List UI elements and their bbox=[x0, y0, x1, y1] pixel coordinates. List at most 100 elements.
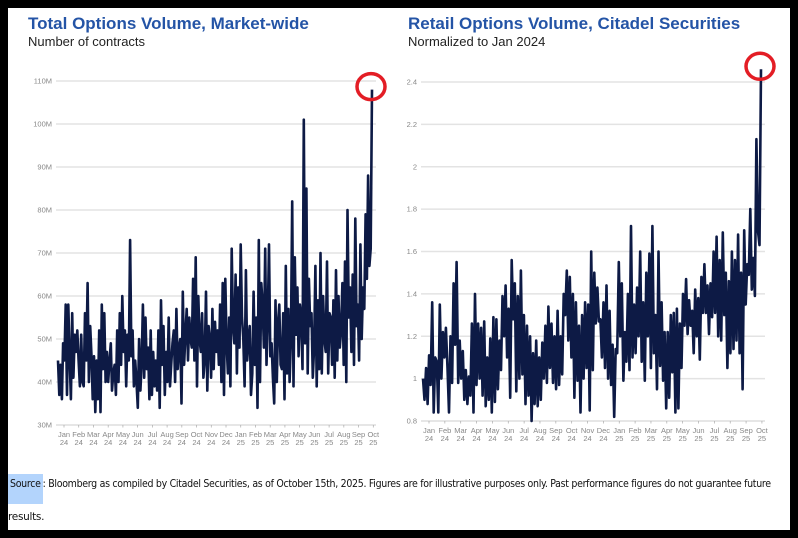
x-tick-year: 24 bbox=[504, 434, 512, 443]
x-tick-year: 25 bbox=[369, 438, 377, 447]
chart-title-right: Retail Options Volume, Citadel Securitie… bbox=[408, 14, 741, 33]
x-tick-month: Jul bbox=[710, 426, 720, 435]
chart-subtitle-right: Normalized to Jan 2024 bbox=[408, 34, 546, 49]
x-tick-year: 24 bbox=[104, 438, 112, 447]
x-tick-year: 24 bbox=[119, 438, 127, 447]
x-tick-year: 24 bbox=[89, 438, 97, 447]
x-tick-year: 25 bbox=[237, 438, 245, 447]
y-tick-label: 30M bbox=[37, 421, 52, 430]
y-tick-label: 60M bbox=[37, 292, 52, 301]
x-tick-year: 24 bbox=[457, 434, 465, 443]
x-tick-year: 24 bbox=[488, 434, 496, 443]
x-tick-month: Sep bbox=[549, 426, 562, 435]
x-tick-year: 25 bbox=[310, 438, 318, 447]
x-tick-month: Apr bbox=[471, 426, 483, 435]
x-tick-month: Apr bbox=[661, 426, 673, 435]
y-tick-label: 1 bbox=[413, 374, 417, 383]
x-tick-month: Sep bbox=[739, 426, 752, 435]
y-tick-label: 90M bbox=[37, 163, 52, 172]
x-tick-month: Jan bbox=[235, 430, 247, 439]
x-tick-year: 24 bbox=[178, 438, 186, 447]
x-tick-month: Dec bbox=[597, 426, 611, 435]
x-tick-month: Feb bbox=[438, 426, 451, 435]
x-tick-month: Oct bbox=[367, 430, 380, 439]
x-tick-year: 24 bbox=[536, 434, 544, 443]
y-tick-label: 1.2 bbox=[407, 332, 417, 341]
source-text: : Bloomberg as compiled by Citadel Secur… bbox=[42, 478, 771, 490]
x-tick-month: Jun bbox=[308, 430, 320, 439]
x-tick-month: May bbox=[485, 426, 499, 435]
content-frame: Total Options Volume, Market-wide Number… bbox=[8, 8, 790, 530]
source-note-cont: results. bbox=[8, 511, 45, 523]
highlight-circle bbox=[744, 51, 776, 82]
y-tick-label: 1.8 bbox=[407, 205, 417, 214]
chart-subtitle-left: Number of contracts bbox=[28, 34, 146, 49]
x-tick-month: May bbox=[676, 426, 690, 435]
x-tick-year: 25 bbox=[694, 434, 702, 443]
x-tick-year: 25 bbox=[295, 438, 303, 447]
x-tick-year: 24 bbox=[163, 438, 171, 447]
y-tick-label: 70M bbox=[37, 249, 52, 258]
x-tick-month: Dec bbox=[219, 430, 233, 439]
x-tick-month: Jan bbox=[423, 426, 435, 435]
x-tick-year: 24 bbox=[599, 434, 607, 443]
y-tick-label: 50M bbox=[37, 335, 52, 344]
x-tick-month: Apr bbox=[102, 430, 114, 439]
x-tick-year: 25 bbox=[281, 438, 289, 447]
x-tick-year: 25 bbox=[726, 434, 734, 443]
x-tick-month: Nov bbox=[205, 430, 219, 439]
x-tick-month: Oct bbox=[756, 426, 769, 435]
x-tick-year: 25 bbox=[266, 438, 274, 447]
x-tick-month: Mar bbox=[644, 426, 657, 435]
chart-title-left: Total Options Volume, Market-wide bbox=[28, 14, 309, 33]
y-tick-label: 2.4 bbox=[407, 78, 417, 87]
x-tick-month: Aug bbox=[337, 430, 350, 439]
x-tick-month: Aug bbox=[160, 430, 173, 439]
x-tick-year: 25 bbox=[340, 438, 348, 447]
x-tick-month: Mar bbox=[454, 426, 467, 435]
x-tick-month: Jun bbox=[502, 426, 514, 435]
x-tick-year: 24 bbox=[207, 438, 215, 447]
y-tick-label: 100M bbox=[33, 120, 52, 129]
x-tick-year: 25 bbox=[615, 434, 623, 443]
x-tick-month: Feb bbox=[249, 430, 262, 439]
x-tick-year: 24 bbox=[520, 434, 528, 443]
source-note: Source: Bloomberg as compiled by Citadel… bbox=[8, 474, 771, 504]
x-tick-month: Aug bbox=[533, 426, 546, 435]
x-tick-year: 24 bbox=[425, 434, 433, 443]
x-tick-year: 25 bbox=[742, 434, 750, 443]
x-tick-year: 25 bbox=[678, 434, 686, 443]
x-tick-month: Mar bbox=[264, 430, 277, 439]
x-tick-year: 24 bbox=[133, 438, 141, 447]
x-tick-year: 24 bbox=[568, 434, 576, 443]
x-tick-year: 24 bbox=[552, 434, 560, 443]
x-tick-month: Jun bbox=[692, 426, 704, 435]
x-tick-month: Sep bbox=[175, 430, 188, 439]
source-label: Source bbox=[8, 474, 43, 504]
x-tick-year: 24 bbox=[222, 438, 230, 447]
x-tick-year: 24 bbox=[192, 438, 200, 447]
series-line-0 bbox=[56, 89, 374, 414]
charts-canvas: 30M40M50M60M70M80M90M100M110MJan24Feb24M… bbox=[33, 51, 776, 447]
y-tick-label: 2.2 bbox=[407, 120, 417, 129]
x-tick-month: Aug bbox=[724, 426, 737, 435]
series-line-1 bbox=[421, 69, 763, 423]
x-tick-year: 24 bbox=[472, 434, 480, 443]
x-tick-year: 24 bbox=[148, 438, 156, 447]
x-tick-year: 24 bbox=[60, 438, 68, 447]
x-tick-month: Feb bbox=[72, 430, 85, 439]
x-tick-month: Jul bbox=[148, 430, 158, 439]
x-tick-month: Oct bbox=[566, 426, 579, 435]
x-tick-month: Apr bbox=[279, 430, 291, 439]
x-tick-year: 24 bbox=[583, 434, 591, 443]
x-tick-year: 25 bbox=[663, 434, 671, 443]
x-tick-month: May bbox=[116, 430, 130, 439]
x-tick-month: Nov bbox=[581, 426, 595, 435]
y-tick-label: 0.8 bbox=[407, 417, 417, 426]
y-tick-label: 110M bbox=[34, 77, 52, 86]
y-tick-label: 1.6 bbox=[407, 247, 417, 256]
x-tick-month: Jun bbox=[132, 430, 144, 439]
x-tick-month: Jan bbox=[58, 430, 70, 439]
x-tick-month: Jan bbox=[613, 426, 625, 435]
y-tick-label: 40M bbox=[37, 378, 52, 387]
